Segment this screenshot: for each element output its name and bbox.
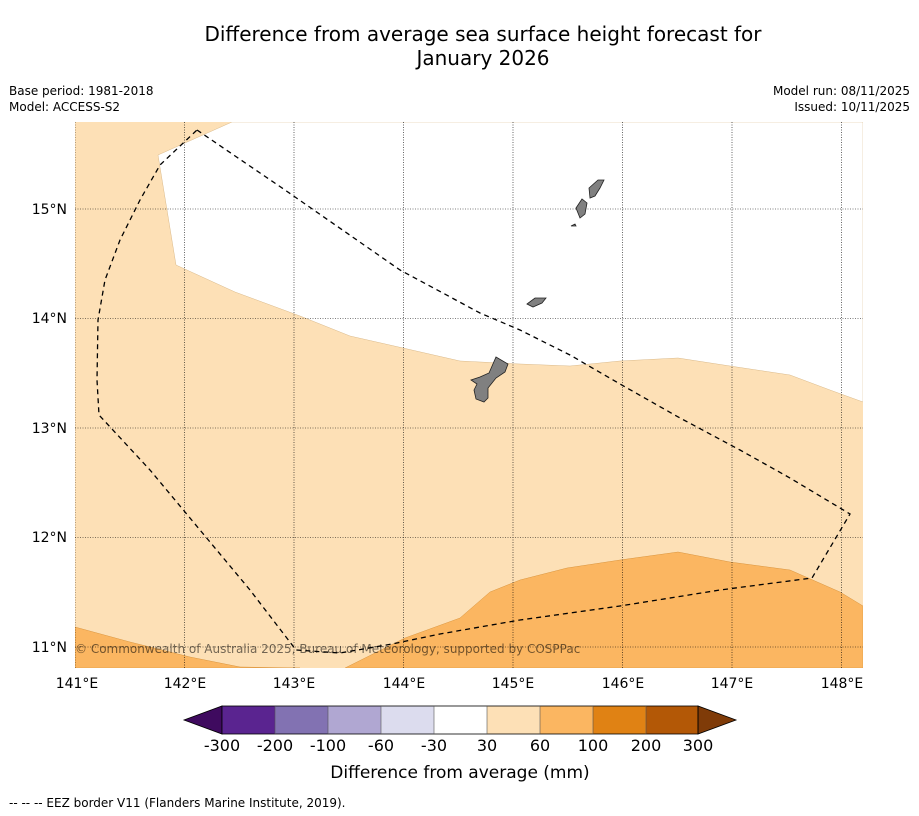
colorbar-swatch [275, 706, 328, 734]
anomaly-fill-neutral [157, 122, 863, 403]
model-name: Model: ACCESS-S2 [9, 100, 121, 114]
model-run: Model run: 08/11/2025 [772, 84, 910, 98]
colorbar-outline [221, 705, 699, 735]
title-line-2: January 2026 [416, 46, 550, 70]
colorbar: -300 -200 -100 -60 -30 30 60 100 200 300… [182, 705, 738, 783]
colorbar-tick-label: 30 [477, 736, 497, 755]
colorbar-swatch [328, 706, 381, 734]
lon-tick-label: 145°E [492, 676, 535, 692]
lat-tick-label: 13°N [32, 421, 67, 437]
map-area: © Commonwealth of Australia 2025, Bureau… [75, 122, 863, 668]
map-title: Difference from average sea surface heig… [0, 22, 919, 70]
colorbar-title: Difference from average (mm) [330, 763, 589, 783]
anomaly-fill-60-100-west [75, 626, 301, 668]
island-aguijan [570, 223, 577, 227]
island-tinian [575, 198, 588, 219]
colorbar-dividers [274, 706, 647, 734]
colorbar-tick-label: 200 [631, 736, 662, 755]
graticule [75, 122, 863, 668]
lat-tick-label: 15°N [32, 202, 67, 218]
colorbar-swatch [434, 706, 487, 734]
lon-tick-label: 146°E [602, 676, 645, 692]
island-saipan [588, 179, 605, 199]
colorbar-swatch [487, 706, 540, 734]
colorbar-tick-label: 300 [683, 736, 714, 755]
meta-left: Base period: 1981-2018 Model: ACCESS-S2 [9, 83, 154, 115]
eez-footnote: -- -- -- EEZ border V11 (Flanders Marine… [9, 796, 346, 810]
lon-tick-label: 148°E [821, 676, 864, 692]
colorbar-extend-low [182, 705, 223, 735]
island-guam [470, 356, 509, 403]
colorbar-tick-label: -100 [310, 736, 346, 755]
meta-right: Model run: 08/11/2025 Issued: 10/11/2025 [773, 83, 910, 115]
lon-tick-label: 144°E [383, 676, 426, 692]
lat-tick-label: 12°N [32, 530, 67, 546]
colorbar-swatch [646, 706, 698, 734]
lon-axis: 141°E 142°E 143°E 144°E 145°E 146°E 147°… [56, 676, 864, 692]
lon-tick-label: 141°E [56, 676, 99, 692]
colorbar-tick-label: -200 [257, 736, 293, 755]
lon-tick-label: 143°E [273, 676, 316, 692]
anomaly-fill-60-100-south [344, 551, 863, 668]
lon-tick-label: 142°E [164, 676, 207, 692]
colorbar-tick-label: -60 [368, 736, 394, 755]
title-line-1: Difference from average sea surface heig… [204, 22, 762, 46]
colorbar-extend-high [697, 705, 738, 735]
colorbar-tick-label: -300 [204, 736, 240, 755]
lat-axis: 15°N 14°N 13°N 12°N 11°N [32, 202, 67, 656]
colorbar-swatch [540, 706, 593, 734]
colorbar-ticks: -300 -200 -100 -60 -30 30 60 100 200 300 [204, 736, 713, 755]
lat-tick-label: 11°N [32, 640, 67, 656]
colorbar-swatch [222, 706, 275, 734]
colorbar-tick-label: 60 [530, 736, 550, 755]
lon-tick-label: 147°E [711, 676, 754, 692]
base-period: Base period: 1981-2018 [9, 84, 154, 98]
copyright-notice: © Commonwealth of Australia 2025, Bureau… [75, 642, 580, 656]
colorbar-tick-label: 100 [578, 736, 609, 755]
island-rota [526, 297, 547, 308]
colorbar-swatch [381, 706, 434, 734]
eez-border [96, 129, 851, 654]
issued-date: Issued: 10/11/2025 [794, 100, 910, 114]
lat-tick-label: 14°N [32, 311, 67, 327]
colorbar-tick-label: -30 [421, 736, 447, 755]
colorbar-swatch [593, 706, 646, 734]
